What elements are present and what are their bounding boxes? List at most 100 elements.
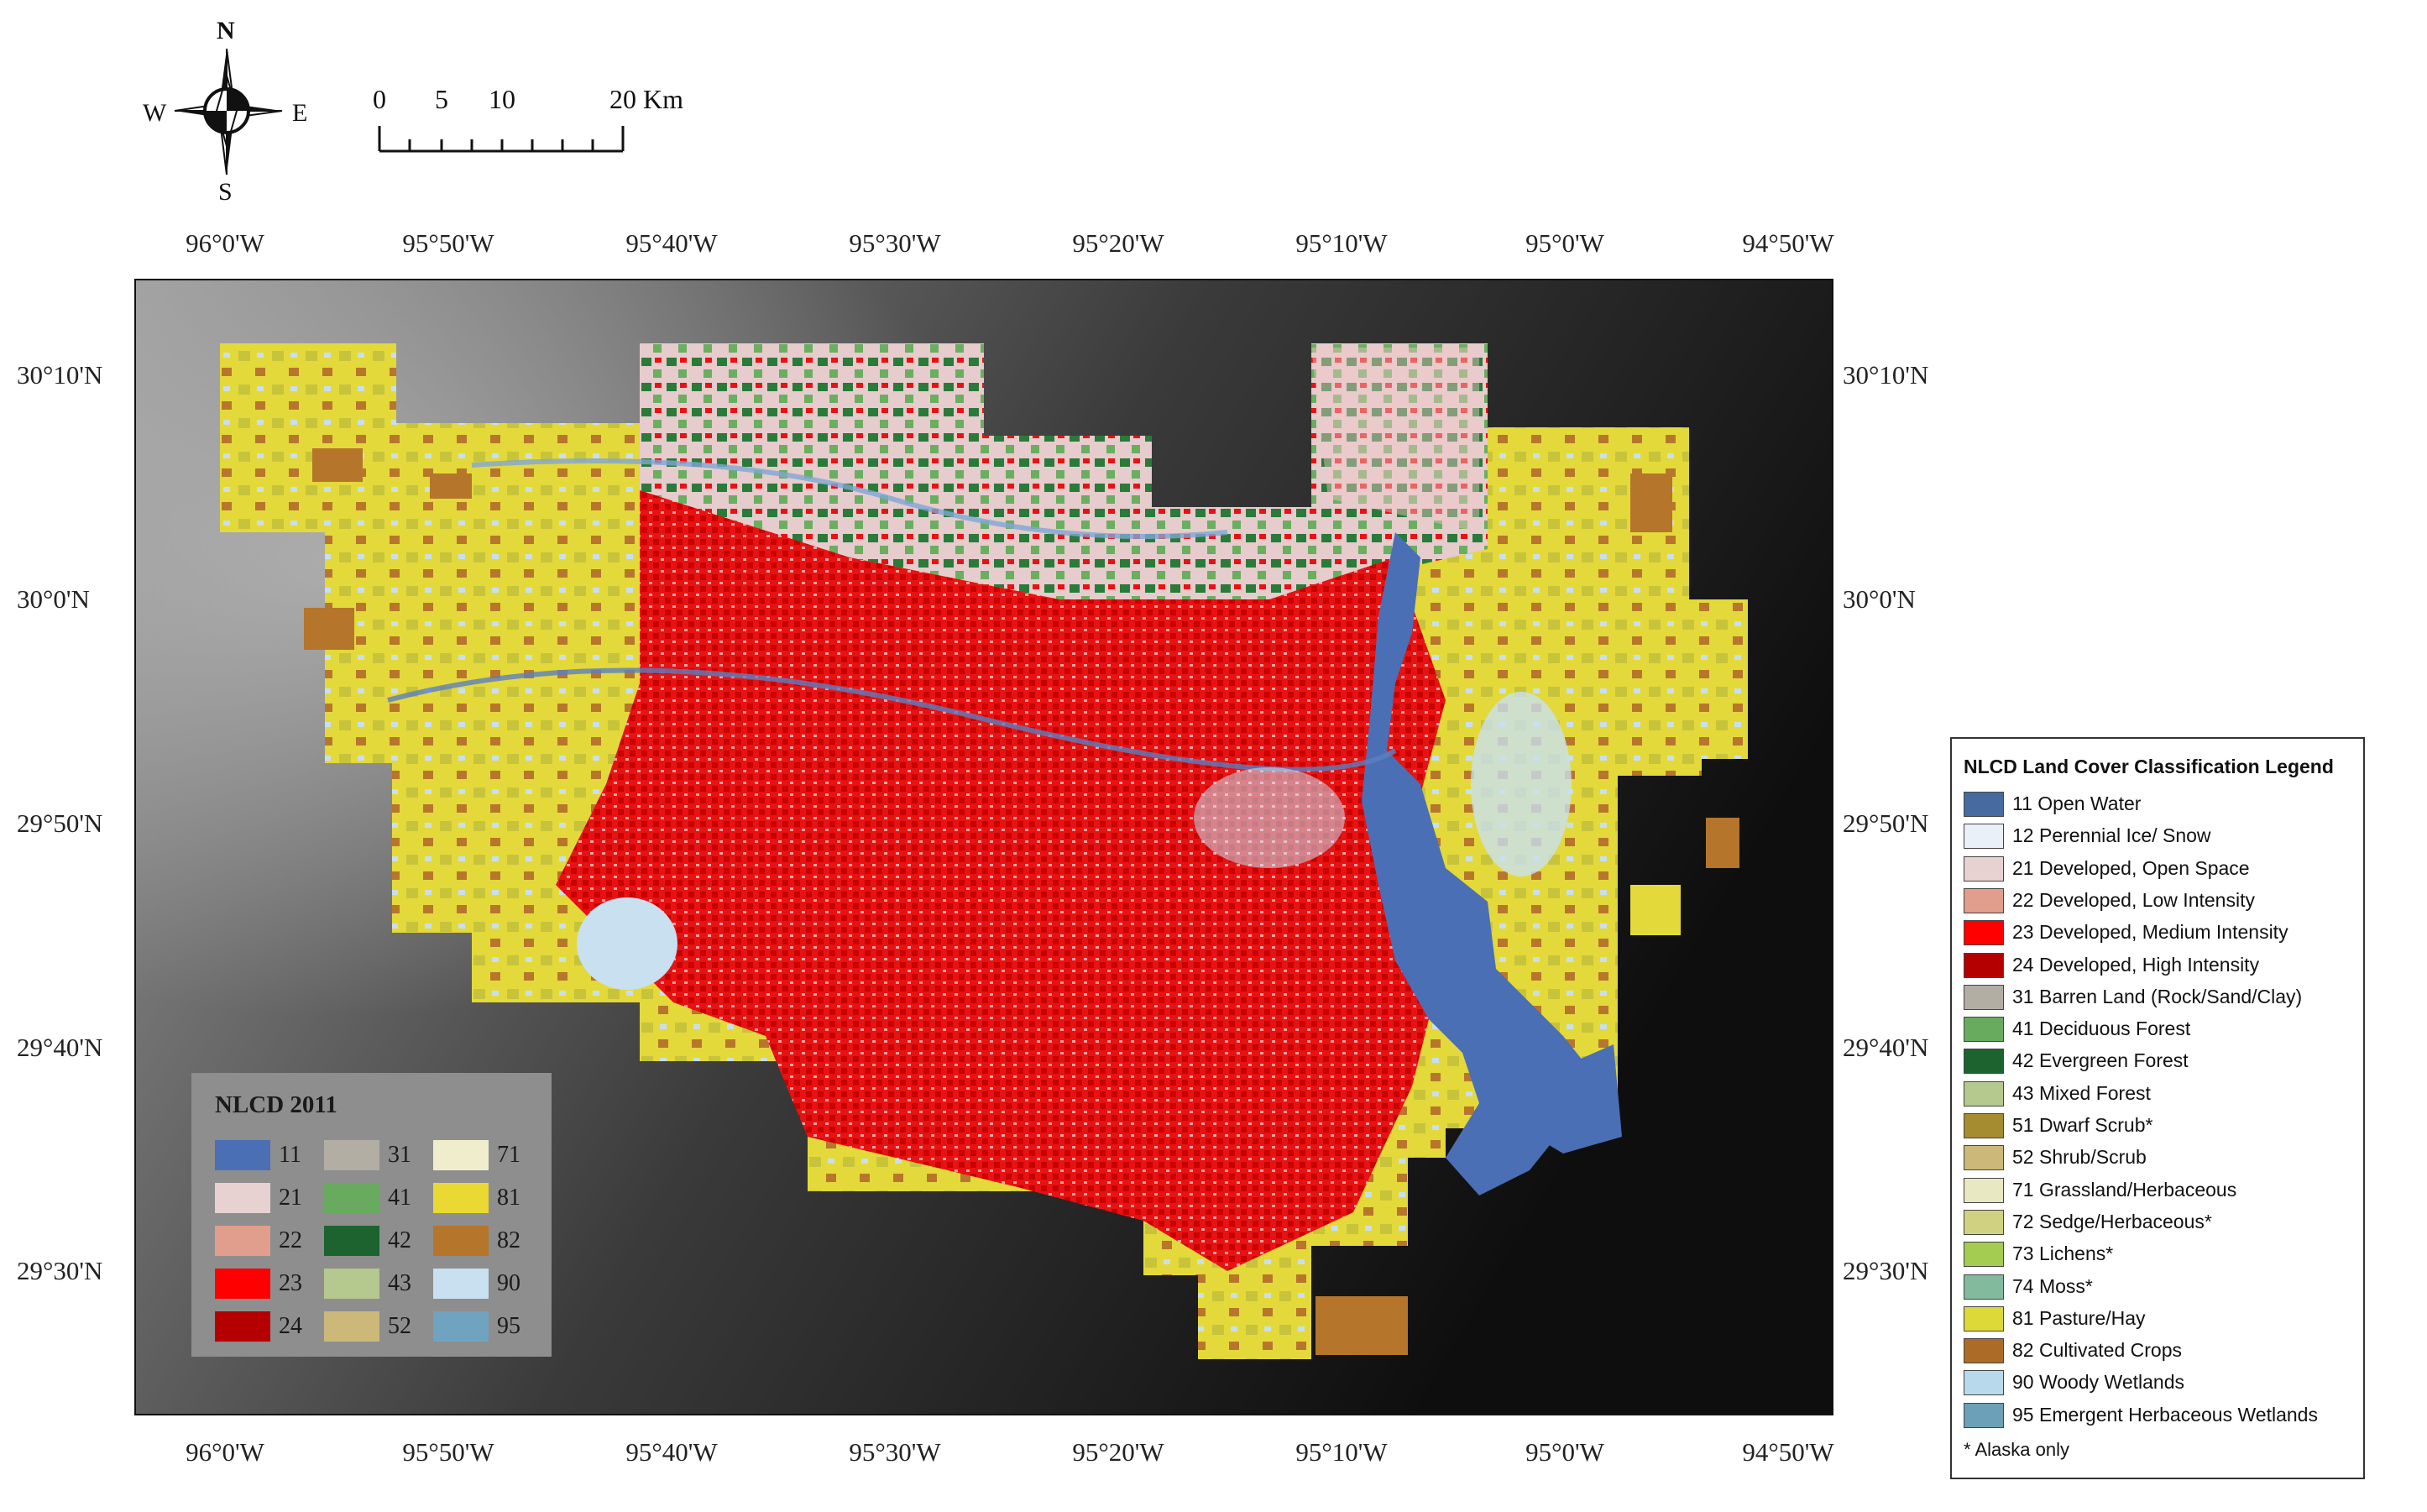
inset-legend-code-90: 90 [497,1270,520,1296]
legend-swatch [1964,1370,2004,1396]
legend-footnote: * Alaska only [1964,1439,2069,1460]
legend-row: 74 Moss* [1964,1274,2358,1300]
legend-label: 72 Sedge/Herbaceous* [2012,1210,2212,1232]
inset-legend-swatch-22 [215,1226,270,1256]
inset-legend-code-95: 95 [497,1313,520,1339]
legend-swatch [1964,1242,2004,1268]
lon-label-bottom-95-50: 95°50'W [402,1437,494,1467]
lat-label-right-29-40: 29°40'N [1843,1033,1929,1062]
legend-label: 23 Developed, Medium Intensity [2012,921,2288,944]
legend-swatch [1964,855,2004,882]
legend-swatch [1964,1080,2004,1107]
legend-label: 90 Woody Wetlands [2012,1371,2184,1394]
legend-label: 43 Mixed Forest [2012,1081,2151,1104]
lon-label-top-95-0: 95°0'W [1525,228,1604,258]
legend-swatch [1964,792,2004,817]
legend-row: 12 Perennial Ice/ Snow [1964,823,2358,850]
compass-rose-icon [174,48,283,175]
lon-label-top-95-10: 95°10'W [1295,228,1388,258]
lon-label-bottom-94-50: 94°50'W [1742,1437,1834,1467]
legend-row: 41 Deciduous Forest [1964,1016,2358,1043]
inset-legend-swatch-21 [215,1183,270,1213]
legend-row: 71 Grassland/Herbaceous [1964,1177,2358,1204]
legend-row: 21 Developed, Open Space [1964,855,2358,882]
legend-label: 95 Emergent Herbaceous Wetlands [2012,1403,2318,1426]
legend-label: 51 Dwarf Scrub* [2012,1114,2153,1136]
lat-label-right-30-10: 30°10'N [1843,360,1929,390]
legend-swatch [1964,1017,2004,1043]
inset-legend-swatch-82 [433,1226,489,1256]
legend-row: 51 Dwarf Scrub* [1964,1112,2358,1139]
legend-swatch [1964,1305,2004,1332]
scale-label-10: 10 [489,84,515,114]
legend-swatch [1964,920,2004,946]
inset-legend-code-11: 11 [279,1142,301,1168]
legend-row: 42 Evergreen Forest [1964,1048,2358,1075]
legend-label: 41 Deciduous Forest [2012,1018,2191,1040]
inset-legend-swatch-42 [324,1226,379,1256]
inset-legend: NLCD 2011 11 21 22 23 24 31 41 42 43 52 71 81 82 90 95 [191,1073,552,1357]
inset-legend-swatch-71 [433,1140,489,1170]
lon-label-top-94-50: 94°50'W [1742,228,1834,258]
inset-legend-code-23: 23 [279,1270,302,1296]
lon-label-top-95-40: 95°40'W [625,228,718,258]
inset-legend-code-31: 31 [388,1142,411,1168]
legend-swatch [1964,1113,2004,1138]
legend-label: 74 Moss* [2012,1274,2093,1297]
scale-bar: 0 5 10 20 Km [361,0,714,168]
lat-label-left-29-40: 29°40'N [17,1033,103,1062]
compass-west-label: W [143,99,167,127]
lat-label-right-30-0: 30°0'N [1843,584,1916,614]
inset-legend-swatch-81 [433,1183,489,1213]
inset-legend-swatch-24 [215,1311,270,1342]
lat-label-left-29-30: 29°30'N [17,1256,103,1285]
legend-label: 24 Developed, High Intensity [2012,953,2260,976]
legend-row: 95 Emergent Herbaceous Wetlands [1964,1402,2358,1429]
urban-area [556,490,1446,1271]
legend-label: 11 Open Water [2012,793,2142,814]
legend-row: 31 Barren Land (Rock/Sand/Clay) [1964,984,2358,1011]
legend-row: 52 Shrub/Scrub [1964,1144,2358,1171]
legend-row: 72 Sedge/Herbaceous* [1964,1209,2358,1236]
lat-label-left-30-10: 30°10'N [17,360,103,390]
inset-legend-swatch-41 [324,1183,379,1213]
legend-label: 21 Developed, Open Space [2012,856,2250,879]
lat-label-left-29-50: 29°50'N [17,808,103,838]
lon-label-top-95-20: 95°20'W [1072,228,1164,258]
land-cover-map [136,280,1832,1414]
lon-label-bottom-95-20: 95°20'W [1072,1437,1164,1467]
legend-row: 82 Cultivated Crops [1964,1337,2358,1364]
lon-label-top-95-30: 95°30'W [849,228,941,258]
legend-swatch [1964,1049,2004,1075]
legend-label: 81 Pasture/Hay [2012,1306,2146,1329]
map-frame: NLCD 2011 11 21 22 23 24 31 41 42 43 52 71 81 82 90 95 [134,279,1833,1415]
lon-label-bottom-95-10: 95°10'W [1295,1437,1388,1467]
legend-label: 71 Grassland/Herbaceous [2012,1178,2237,1201]
lon-label-top-96-0: 96°0'W [186,228,264,258]
inset-legend-title: NLCD 2011 [215,1091,337,1118]
legend-label: 12 Perennial Ice/ Snow [2012,824,2211,847]
lat-label-right-29-50: 29°50'N [1843,808,1929,838]
lat-label-left-30-0: 30°0'N [17,584,90,614]
legend-swatch [1964,824,2004,850]
inset-legend-swatch-31 [324,1140,379,1170]
inset-legend-code-43: 43 [388,1270,411,1296]
inset-legend-swatch-90 [433,1269,489,1299]
inset-legend-code-22: 22 [279,1227,302,1253]
legend-row: 90 Woody Wetlands [1964,1369,2358,1396]
inset-legend-swatch-95 [433,1311,489,1342]
lon-label-bottom-96-0: 96°0'W [186,1437,264,1467]
legend-swatch [1964,952,2004,978]
legend-swatch [1964,1145,2004,1171]
legend-swatch [1964,1338,2004,1364]
legend-row: 22 Developed, Low Intensity [1964,887,2358,914]
legend-swatch [1964,1274,2004,1300]
legend-label: 42 Evergreen Forest [2012,1049,2189,1072]
legend-row: 81 Pasture/Hay [1964,1305,2358,1332]
legend-label: 82 Cultivated Crops [2012,1339,2182,1362]
legend-row: 23 Developed, Medium Intensity [1964,919,2358,946]
inset-legend-code-41: 41 [388,1185,411,1211]
legend-label: 22 Developed, Low Intensity [2012,888,2255,911]
compass-south-label: S [218,178,233,206]
north-arrow-compass: N S W E [143,17,319,210]
